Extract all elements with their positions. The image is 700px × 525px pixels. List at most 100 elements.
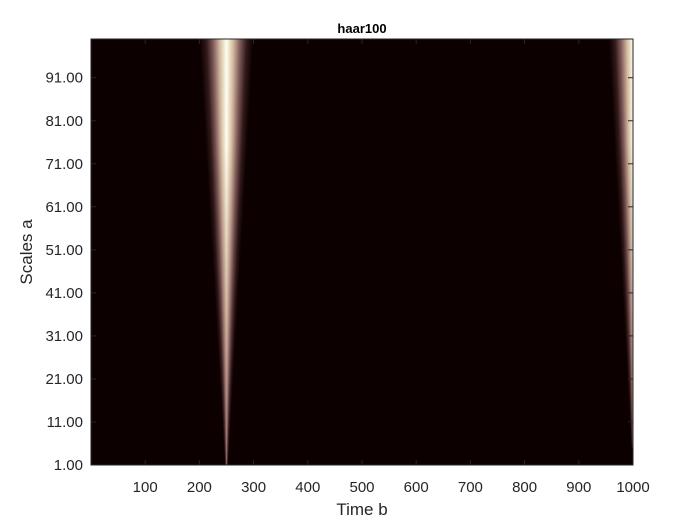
- cone-row: [613, 123, 633, 126]
- cone-row: [616, 183, 633, 186]
- cone-row: [202, 95, 251, 98]
- x-tick-label: 700: [458, 479, 483, 496]
- cone-row: [204, 117, 249, 120]
- cone-row: [219, 367, 234, 370]
- cone-row: [206, 149, 247, 152]
- cone-row: [612, 115, 633, 118]
- cone-row: [609, 49, 633, 52]
- cone-row: [223, 449, 230, 452]
- cone-row: [201, 67, 252, 70]
- cone-row: [611, 81, 633, 84]
- cone-row: [620, 259, 633, 262]
- cone-row: [617, 189, 633, 192]
- cone-row: [221, 415, 232, 418]
- cone-row: [203, 105, 250, 108]
- cone-row: [622, 283, 633, 286]
- cone-row: [205, 141, 248, 144]
- cone-row: [613, 119, 633, 122]
- cone-row: [224, 463, 229, 465]
- cone-row: [621, 275, 633, 278]
- cone-row: [616, 173, 633, 176]
- cone-row: [203, 113, 250, 116]
- cone-row: [223, 441, 230, 444]
- cone-row: [202, 93, 251, 96]
- cone-row: [209, 215, 244, 218]
- cone-row: [200, 61, 253, 64]
- cone-row: [626, 355, 633, 358]
- cone-row: [629, 415, 633, 418]
- cone-row: [629, 405, 633, 408]
- cone-row: [626, 351, 633, 354]
- cone-row: [211, 245, 242, 248]
- cone-row: [213, 277, 240, 280]
- cone-row: [223, 447, 230, 450]
- cone-row: [222, 417, 231, 420]
- cone-row: [212, 259, 241, 262]
- cone-row: [207, 177, 246, 180]
- cone-row: [612, 103, 633, 106]
- cone-row: [627, 373, 633, 376]
- cone-row: [202, 97, 251, 100]
- cone-row: [207, 181, 246, 184]
- cone-row: [212, 249, 241, 252]
- cone-row: [613, 129, 633, 132]
- cone-row: [630, 431, 633, 434]
- cone-row: [628, 391, 633, 394]
- cone-row: [209, 201, 244, 204]
- cone-row: [224, 459, 229, 462]
- cone-row: [222, 419, 231, 422]
- cone-row: [218, 351, 235, 354]
- cone-row: [619, 227, 633, 230]
- cone-row: [629, 411, 633, 414]
- cone-row: [629, 409, 633, 412]
- x-tick-label: 1000: [616, 479, 649, 496]
- cone-row: [220, 391, 233, 394]
- cone-row: [616, 175, 633, 178]
- cone-row: [219, 369, 234, 372]
- cone-row: [216, 331, 237, 334]
- cone-row: [620, 255, 633, 258]
- cone-row: [219, 375, 234, 378]
- cone-row: [214, 295, 239, 298]
- cone-row: [214, 297, 239, 300]
- cone-row: [223, 437, 230, 440]
- cone-row: [619, 235, 633, 238]
- cone-row: [217, 337, 236, 340]
- cone-row: [222, 425, 231, 428]
- cone-row: [611, 87, 633, 90]
- cone-row: [628, 389, 633, 392]
- cone-row: [208, 183, 245, 186]
- cone-row: [621, 265, 633, 268]
- cone-row: [610, 63, 633, 66]
- cone-row: [209, 203, 244, 206]
- cone-row: [616, 181, 633, 184]
- cone-row: [614, 145, 633, 148]
- cone-row: [206, 165, 247, 168]
- cone-row: [212, 251, 241, 254]
- cone-row: [616, 177, 633, 180]
- cone-row: [215, 311, 238, 314]
- cone-row: [628, 393, 633, 396]
- cone-row: [608, 43, 633, 46]
- y-axis-title: Scales a: [17, 219, 36, 285]
- cone-row: [623, 307, 633, 310]
- cone-row: [630, 435, 633, 438]
- cone-row: [220, 383, 233, 386]
- cone-row: [206, 155, 247, 158]
- cone-row: [201, 71, 252, 74]
- cone-row: [212, 257, 241, 260]
- cone-row: [211, 243, 242, 246]
- cone-row: [623, 309, 633, 312]
- cone-row: [631, 441, 633, 444]
- cone-row: [608, 41, 633, 44]
- cone-row: [625, 347, 633, 350]
- cone-row: [613, 125, 633, 128]
- cone-row: [619, 233, 633, 236]
- cone-row: [217, 347, 236, 350]
- cone-row: [610, 67, 633, 70]
- cone-row: [206, 163, 247, 166]
- cone-row: [216, 319, 237, 322]
- cone-row: [625, 341, 633, 344]
- x-tick-label: 800: [512, 479, 537, 496]
- cone-row: [617, 205, 633, 208]
